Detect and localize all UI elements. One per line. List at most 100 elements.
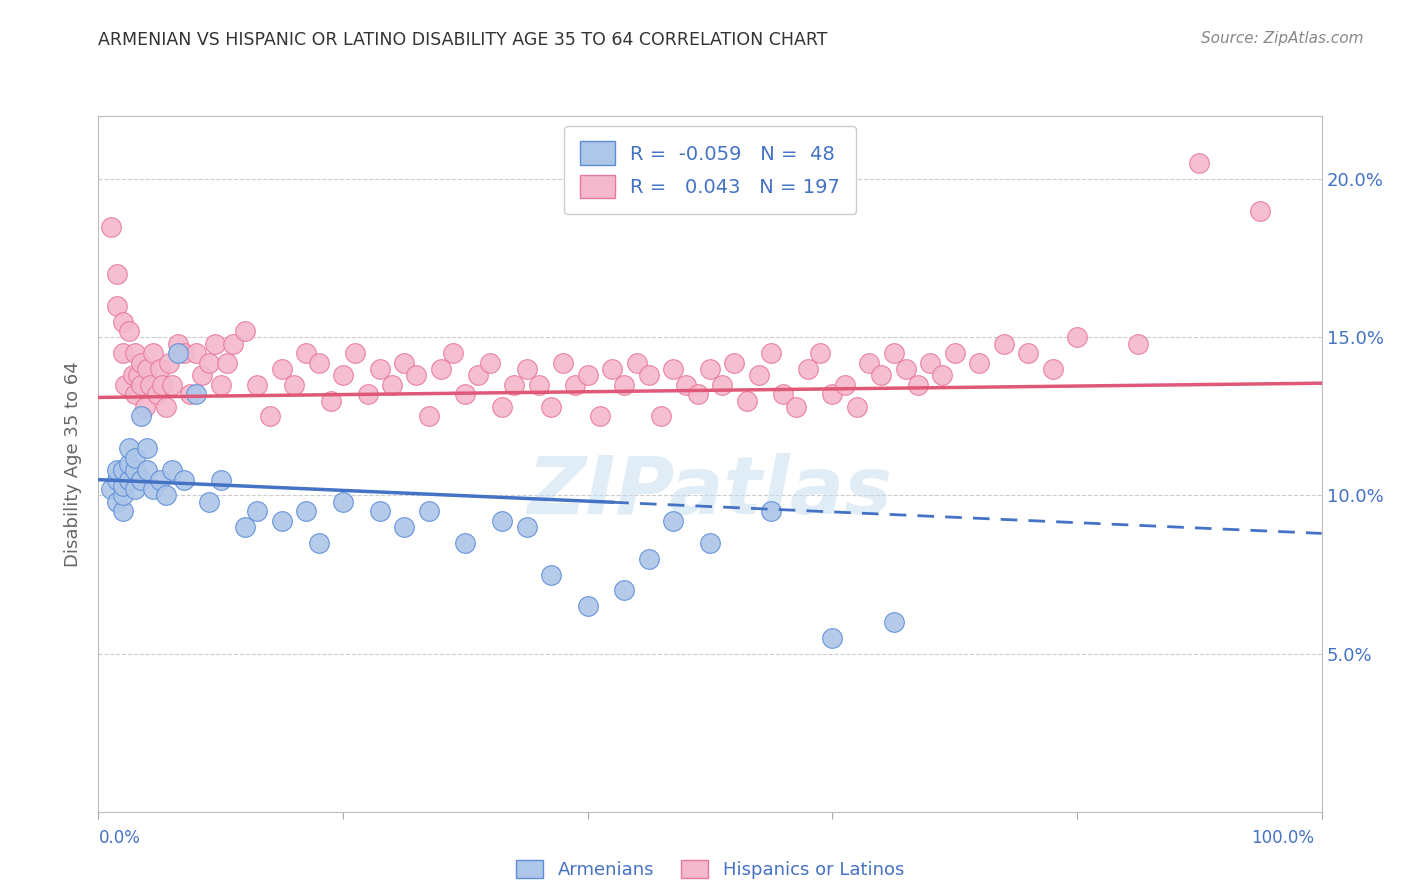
- Point: [173, 473, 195, 487]
- Point: [233, 324, 256, 338]
- Point: [686, 387, 709, 401]
- Text: ARMENIAN VS HISPANIC OR LATINO DISABILITY AGE 35 TO 64 CORRELATION CHART: ARMENIAN VS HISPANIC OR LATINO DISABILIT…: [98, 31, 828, 49]
- Point: [209, 473, 232, 487]
- Point: [808, 346, 831, 360]
- Point: [179, 387, 201, 401]
- Point: [540, 567, 562, 582]
- Point: [124, 346, 146, 360]
- Point: [1042, 362, 1064, 376]
- Point: [834, 377, 856, 392]
- Point: [118, 473, 141, 487]
- Point: [155, 400, 177, 414]
- Point: [797, 362, 820, 376]
- Point: [735, 393, 758, 408]
- Point: [907, 377, 929, 392]
- Point: [894, 362, 917, 376]
- Point: [761, 346, 783, 360]
- Text: 0.0%: 0.0%: [98, 829, 141, 847]
- Point: [600, 362, 623, 376]
- Point: [626, 356, 648, 370]
- Point: [491, 514, 513, 528]
- Point: [124, 450, 146, 465]
- Point: [111, 504, 134, 518]
- Point: [650, 409, 672, 424]
- Point: [259, 409, 281, 424]
- Point: [356, 387, 378, 401]
- Point: [295, 346, 318, 360]
- Point: [160, 463, 183, 477]
- Point: [246, 504, 269, 518]
- Point: [204, 336, 226, 351]
- Point: [142, 482, 165, 496]
- Point: [167, 346, 190, 360]
- Point: [662, 362, 685, 376]
- Point: [418, 409, 440, 424]
- Point: [100, 219, 122, 234]
- Point: [920, 356, 942, 370]
- Point: [111, 346, 134, 360]
- Point: [146, 387, 169, 401]
- Point: [155, 488, 177, 502]
- Point: [105, 473, 128, 487]
- Point: [540, 400, 562, 414]
- Point: [111, 463, 134, 477]
- Point: [381, 377, 404, 392]
- Point: [723, 356, 745, 370]
- Point: [491, 400, 513, 414]
- Point: [1128, 336, 1150, 351]
- Point: [845, 400, 868, 414]
- Point: [943, 346, 966, 360]
- Point: [118, 324, 141, 338]
- Text: 100.0%: 100.0%: [1251, 829, 1315, 847]
- Point: [467, 368, 489, 383]
- Point: [124, 463, 146, 477]
- Point: [209, 377, 232, 392]
- Point: [160, 377, 183, 392]
- Point: [100, 482, 122, 496]
- Point: [821, 387, 844, 401]
- Point: [118, 441, 141, 455]
- Point: [883, 615, 905, 629]
- Point: [139, 377, 162, 392]
- Point: [418, 504, 440, 518]
- Point: [931, 368, 953, 383]
- Point: [197, 356, 219, 370]
- Point: [772, 387, 794, 401]
- Point: [699, 536, 721, 550]
- Point: [1250, 203, 1272, 218]
- Point: [142, 346, 165, 360]
- Point: [118, 457, 141, 471]
- Point: [121, 368, 143, 383]
- Point: [638, 551, 661, 566]
- Point: [967, 356, 990, 370]
- Point: [111, 479, 134, 493]
- Point: [233, 520, 256, 534]
- Point: [564, 377, 586, 392]
- Y-axis label: Disability Age 35 to 64: Disability Age 35 to 64: [65, 361, 83, 566]
- Point: [191, 368, 214, 383]
- Point: [111, 488, 134, 502]
- Point: [319, 393, 342, 408]
- Point: [114, 377, 136, 392]
- Point: [613, 377, 636, 392]
- Point: [149, 362, 172, 376]
- Point: [134, 400, 156, 414]
- Point: [222, 336, 245, 351]
- Point: [405, 368, 427, 383]
- Point: [111, 314, 134, 328]
- Point: [332, 495, 354, 509]
- Point: [246, 377, 269, 392]
- Text: ZIPatlas: ZIPatlas: [527, 452, 893, 531]
- Point: [392, 520, 416, 534]
- Point: [270, 362, 294, 376]
- Point: [589, 409, 612, 424]
- Point: [186, 346, 208, 360]
- Point: [344, 346, 367, 360]
- Point: [1017, 346, 1039, 360]
- Point: [186, 387, 208, 401]
- Point: [215, 356, 238, 370]
- Point: [127, 368, 149, 383]
- Point: [870, 368, 893, 383]
- Point: [283, 377, 305, 392]
- Point: [576, 599, 599, 614]
